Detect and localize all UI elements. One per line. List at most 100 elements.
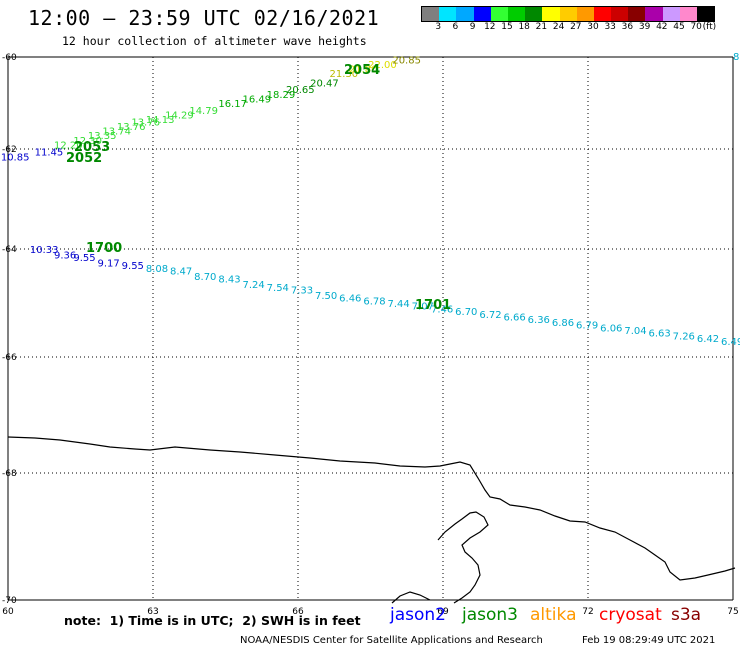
- swh-value: 6.63: [649, 329, 671, 340]
- swh-value: 7.04: [624, 326, 646, 337]
- lat-tick-label: -62: [2, 145, 17, 155]
- lat-tick-label: -70: [2, 596, 17, 606]
- swh-value: 12.20: [54, 140, 83, 151]
- scale-label: 30: [587, 22, 599, 32]
- scale-label: 39: [638, 22, 651, 32]
- swh-value: 9.36: [54, 250, 76, 261]
- swh-value: 9.55: [122, 261, 144, 272]
- scale-swatch: [576, 7, 594, 21]
- swh-value: 6.70: [455, 307, 477, 318]
- swh-value: 16.17: [218, 99, 247, 110]
- swh-value: 10.33: [30, 245, 59, 256]
- scale-swatch: [662, 7, 680, 21]
- satellite-s3a: s3a: [671, 605, 702, 625]
- scale-swatch: [645, 7, 663, 21]
- scale-label: 15: [501, 22, 513, 32]
- swh-value: 7.26: [673, 331, 695, 342]
- pass-label-2053: 2053: [74, 140, 110, 155]
- scale-swatch: [559, 7, 577, 21]
- scale-label: 45: [673, 22, 685, 32]
- pass-label-1701: 1701: [415, 298, 451, 313]
- antarctic-coastline: [7, 436, 736, 604]
- color-scale-bar: [421, 6, 716, 22]
- scale-label: 36: [621, 22, 634, 32]
- swh-value: 13.76: [131, 117, 160, 128]
- swh-value: 21.30: [330, 69, 359, 80]
- swh-value: 6.66: [504, 313, 526, 324]
- lat-tick-label: -66: [2, 353, 17, 363]
- swh-value: 18.29: [267, 90, 296, 101]
- scale-swatch: [628, 7, 646, 21]
- coastline-lower: [391, 591, 431, 604]
- lon-tick-label: 60: [2, 607, 14, 617]
- swh-value: 13.74: [102, 127, 131, 138]
- scale-label: 6: [452, 22, 459, 32]
- scale-swatch: [439, 7, 457, 21]
- edge-label: 8: [733, 52, 739, 63]
- swh-value: 7.46: [431, 304, 453, 315]
- swh-value: 6.06: [600, 323, 622, 334]
- lat-tick-label: -68: [2, 469, 17, 479]
- scale-swatch: [473, 7, 491, 21]
- scale-swatch: [456, 7, 474, 21]
- scale-label: 27: [570, 22, 582, 32]
- coastline-inlet: [437, 511, 489, 604]
- swh-value: 6.36: [528, 315, 550, 326]
- scale-label: (ft): [702, 22, 717, 32]
- timestamp: Feb 19 08:29:49 UTC 2021: [582, 635, 716, 646]
- satellite-altika: altika: [530, 605, 577, 625]
- lon-tick-label: 66: [292, 607, 304, 617]
- scale-swatch: [542, 7, 560, 21]
- swh-value: 6.49: [721, 337, 740, 348]
- swh-value: 20.85: [392, 55, 421, 66]
- swh-value: 7.33: [291, 286, 313, 297]
- credit-line: NOAA/NESDIS Center for Satellite Applica…: [240, 635, 543, 646]
- coastline-main: [7, 436, 736, 581]
- scale-swatch: [490, 7, 508, 21]
- scale-label: 12: [484, 22, 496, 32]
- swh-value: 12.30: [73, 136, 102, 147]
- scale-label: 3: [435, 22, 442, 32]
- pass-label-2054: 2054: [344, 63, 380, 78]
- scale-label: 33: [604, 22, 616, 32]
- pass-labels: 2052 2053 2054 1700 1701: [66, 63, 451, 313]
- swh-value: 14.29: [165, 111, 194, 122]
- swh-value: 8.47: [170, 267, 192, 278]
- scale-swatch: [525, 7, 543, 21]
- swh-value: 20.47: [310, 78, 339, 89]
- swh-value: 16.49: [243, 94, 272, 105]
- scale-label: 70: [690, 22, 702, 32]
- scale-label: 18: [518, 22, 530, 32]
- swh-value: 7.07: [412, 302, 434, 313]
- lon-tick-label: 75: [727, 607, 738, 617]
- scale-label: 24: [552, 22, 565, 32]
- satellite-cryosat: cryosat: [599, 605, 662, 625]
- lat-tick-label: -64: [2, 245, 17, 255]
- swh-value: 6.42: [697, 334, 719, 345]
- scale-swatch: [611, 7, 629, 21]
- swh-value: 8.43: [218, 275, 240, 286]
- lon-tick-label: 72: [582, 607, 593, 617]
- lat-tick-label: -60: [2, 53, 17, 63]
- swh-value: 14.13: [146, 115, 175, 126]
- scale-label: 42: [656, 22, 668, 32]
- swh-value: 9.55: [73, 253, 95, 264]
- swh-value: 6.72: [479, 310, 501, 321]
- swh-value: 8.70: [194, 272, 216, 283]
- swh-value: 6.46: [339, 294, 361, 305]
- swh-value: 7.44: [388, 299, 410, 310]
- swh-value: 6.86: [552, 318, 574, 329]
- swh-value: 7.24: [243, 280, 265, 291]
- lon-tick-label: 69: [437, 607, 449, 617]
- swh-value: 11.45: [35, 148, 64, 159]
- scale-swatch: [422, 7, 440, 21]
- satellite-jason3: jason3: [462, 605, 518, 625]
- swh-value: 9.17: [98, 259, 120, 270]
- map-title: 12:00 – 23:59 UTC 02/16/2021: [28, 6, 380, 30]
- scale-label: 21: [535, 22, 548, 32]
- wave-height-tracks: 10.85 11.4512.2012.3013.3513.7413.7613.76…: [1, 55, 740, 348]
- lon-tick-label: 63: [147, 607, 158, 617]
- swh-value: 7.54: [267, 283, 289, 294]
- swh-value: 10.85: [1, 153, 30, 164]
